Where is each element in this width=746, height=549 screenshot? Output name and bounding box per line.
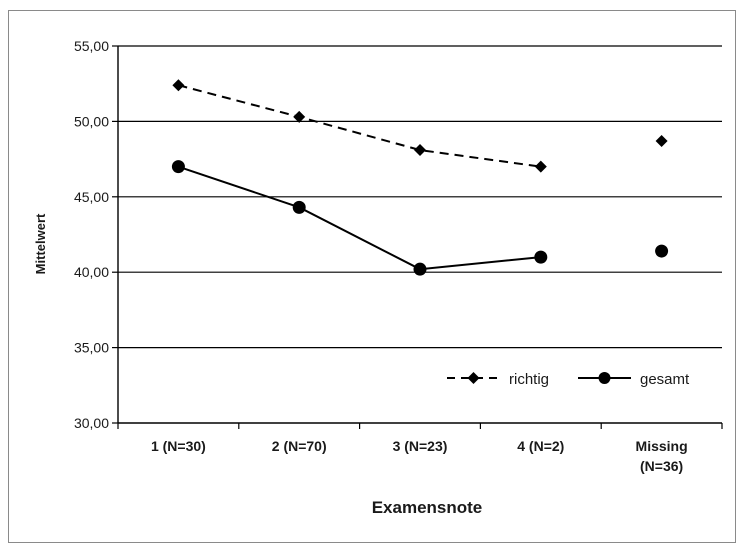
legend-marker-richtig bbox=[467, 372, 480, 384]
y-tick-label: 35,00 bbox=[74, 340, 109, 356]
y-tick-label: 45,00 bbox=[74, 189, 109, 205]
x-tick-label: Missing (N=36) bbox=[636, 438, 688, 474]
data-point-richtig bbox=[414, 144, 426, 157]
y-tick-label: 30,00 bbox=[74, 415, 109, 431]
x-tick-label: 4 (N=2) bbox=[517, 438, 564, 454]
series-markers bbox=[171, 79, 669, 276]
data-point-gesamt bbox=[534, 250, 548, 264]
x-tick-label: 3 (N=23) bbox=[393, 438, 448, 454]
y-tick-label: 55,00 bbox=[74, 38, 109, 54]
legend-marker-gesamt bbox=[598, 372, 611, 384]
axes bbox=[112, 45, 723, 429]
data-point-richtig bbox=[655, 135, 668, 148]
legend: richtig gesamt bbox=[447, 371, 690, 388]
data-point-richtig bbox=[293, 110, 306, 123]
grid-lines bbox=[118, 45, 722, 349]
data-point-richtig bbox=[172, 79, 185, 92]
x-axis-title: Examensnote bbox=[372, 498, 483, 517]
x-tick-label: 1 (N=30) bbox=[151, 438, 206, 454]
data-point-gesamt bbox=[655, 244, 669, 258]
y-tick-label: 50,00 bbox=[74, 113, 109, 129]
data-point-richtig bbox=[534, 160, 547, 173]
legend-label-richtig: richtig bbox=[509, 371, 549, 388]
data-point-gesamt bbox=[413, 262, 427, 276]
chart-frame bbox=[8, 10, 736, 543]
series-line-gesamt bbox=[178, 165, 541, 271]
y-tick-label: 40,00 bbox=[74, 264, 109, 280]
series-line-richtig bbox=[178, 84, 541, 168]
x-tick-label: 2 (N=70) bbox=[272, 438, 327, 454]
legend-entry-gesamt: gesamt bbox=[578, 371, 690, 388]
data-point-gesamt bbox=[292, 200, 306, 214]
data-point-gesamt bbox=[171, 160, 185, 174]
x-tick-labels: 1 (N=30) 2 (N=70) 3 (N=23) 4 (N=2) Missing (N… bbox=[151, 438, 688, 474]
y-tick-labels: 30,00 35,00 40,00 45,00 50,00 55,00 bbox=[74, 38, 109, 431]
legend-entry-richtig: richtig bbox=[447, 371, 549, 388]
y-axis-title: Mittelwert bbox=[33, 213, 48, 274]
legend-label-gesamt: gesamt bbox=[640, 371, 690, 388]
series-lines bbox=[178, 84, 541, 271]
